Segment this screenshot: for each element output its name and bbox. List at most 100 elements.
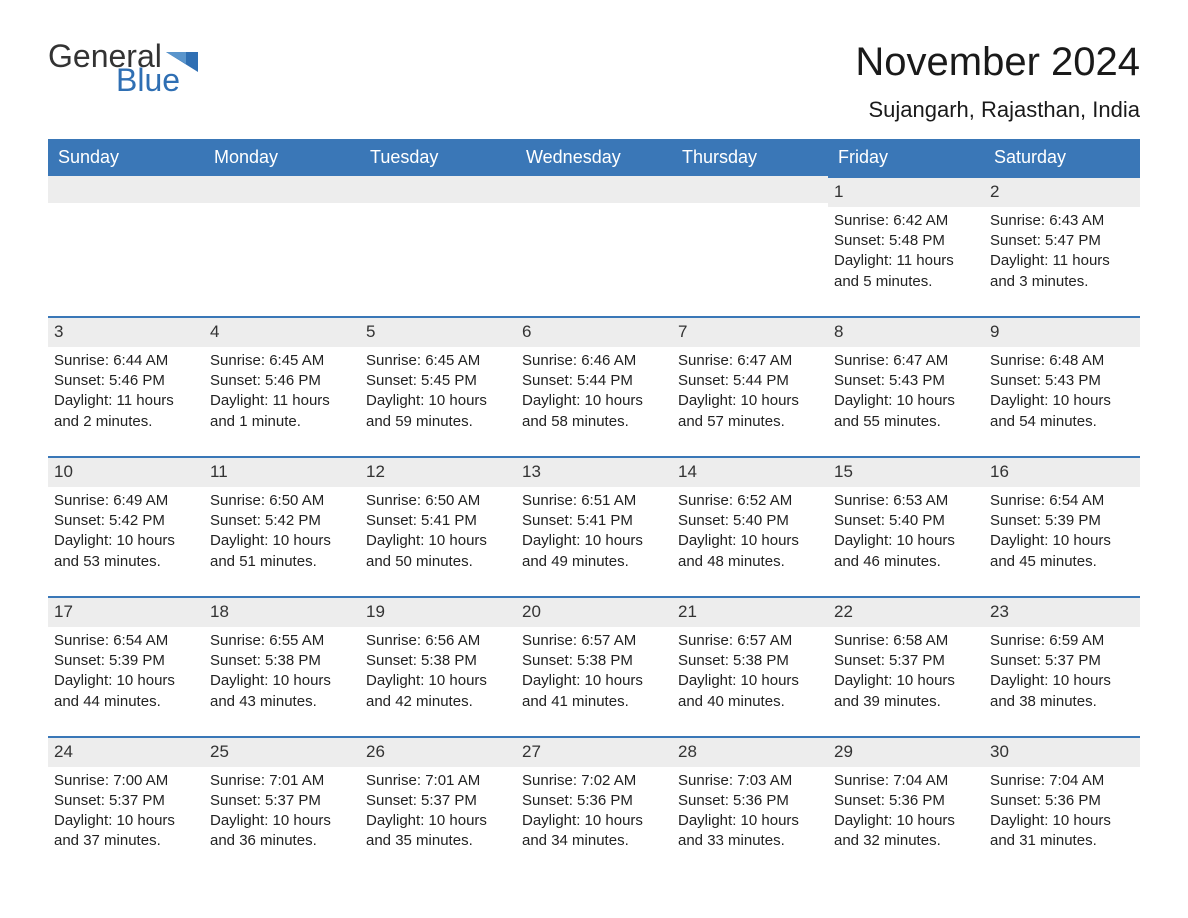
sunset-line: Sunset: 5:46 PM xyxy=(210,371,354,391)
sunset-line: Sunset: 5:48 PM xyxy=(834,231,978,251)
sunrise-line: Sunrise: 7:01 AM xyxy=(210,771,354,791)
daynum-bar: 13 xyxy=(516,456,672,487)
sunset-line: Sunset: 5:39 PM xyxy=(54,651,198,671)
sunrise-line: Sunrise: 6:50 AM xyxy=(210,491,354,511)
daynum-bar: 17 xyxy=(48,596,204,627)
sunrise-line: Sunrise: 6:54 AM xyxy=(54,631,198,651)
day-cell: 6Sunrise: 6:46 AMSunset: 5:44 PMDaylight… xyxy=(516,316,672,456)
sunset-line: Sunset: 5:37 PM xyxy=(210,791,354,811)
week-row: 1Sunrise: 6:42 AMSunset: 5:48 PMDaylight… xyxy=(48,176,1140,316)
daynum-bar: 26 xyxy=(360,736,516,767)
daynum-bar: 1 xyxy=(828,176,984,207)
daylight-line: Daylight: 10 hours and 40 minutes. xyxy=(678,671,822,712)
daylight-line: Daylight: 10 hours and 37 minutes. xyxy=(54,811,198,852)
sunset-line: Sunset: 5:37 PM xyxy=(990,651,1134,671)
daynum-bar: 19 xyxy=(360,596,516,627)
day-cell: 14Sunrise: 6:52 AMSunset: 5:40 PMDayligh… xyxy=(672,456,828,596)
dayhead-thu: Thursday xyxy=(672,139,828,176)
daylight-line: Daylight: 10 hours and 55 minutes. xyxy=(834,391,978,432)
sunrise-line: Sunrise: 6:59 AM xyxy=(990,631,1134,651)
week-row: 24Sunrise: 7:00 AMSunset: 5:37 PMDayligh… xyxy=(48,736,1140,876)
sunset-line: Sunset: 5:42 PM xyxy=(210,511,354,531)
daynum-bar: 20 xyxy=(516,596,672,627)
sunset-line: Sunset: 5:45 PM xyxy=(366,371,510,391)
daynum-bar-empty xyxy=(672,176,828,203)
daynum-bar-empty xyxy=(204,176,360,203)
daynum-bar: 4 xyxy=(204,316,360,347)
daynum-bar: 24 xyxy=(48,736,204,767)
sunset-line: Sunset: 5:47 PM xyxy=(990,231,1134,251)
daylight-line: Daylight: 10 hours and 59 minutes. xyxy=(366,391,510,432)
day-cell: 19Sunrise: 6:56 AMSunset: 5:38 PMDayligh… xyxy=(360,596,516,736)
daylight-line: Daylight: 10 hours and 31 minutes. xyxy=(990,811,1134,852)
daynum-bar: 6 xyxy=(516,316,672,347)
daynum-bar: 10 xyxy=(48,456,204,487)
sunset-line: Sunset: 5:38 PM xyxy=(366,651,510,671)
sunset-line: Sunset: 5:43 PM xyxy=(834,371,978,391)
day-cell: 18Sunrise: 6:55 AMSunset: 5:38 PMDayligh… xyxy=(204,596,360,736)
day-cell xyxy=(360,176,516,316)
day-cell: 9Sunrise: 6:48 AMSunset: 5:43 PMDaylight… xyxy=(984,316,1140,456)
day-cell: 16Sunrise: 6:54 AMSunset: 5:39 PMDayligh… xyxy=(984,456,1140,596)
dayhead-sun: Sunday xyxy=(48,139,204,176)
daynum-bar-empty xyxy=(516,176,672,203)
dayhead-sat: Saturday xyxy=(984,139,1140,176)
daynum-bar-empty xyxy=(360,176,516,203)
day-cell xyxy=(204,176,360,316)
daynum-bar-empty xyxy=(48,176,204,203)
sunset-line: Sunset: 5:38 PM xyxy=(678,651,822,671)
daylight-line: Daylight: 10 hours and 43 minutes. xyxy=(210,671,354,712)
daylight-line: Daylight: 10 hours and 54 minutes. xyxy=(990,391,1134,432)
daylight-line: Daylight: 10 hours and 53 minutes. xyxy=(54,531,198,572)
header: General Blue November 2024 Sujangarh, Ra… xyxy=(48,40,1140,133)
sunrise-line: Sunrise: 7:04 AM xyxy=(834,771,978,791)
daylight-line: Daylight: 10 hours and 35 minutes. xyxy=(366,811,510,852)
sunset-line: Sunset: 5:46 PM xyxy=(54,371,198,391)
sunrise-line: Sunrise: 7:03 AM xyxy=(678,771,822,791)
sunrise-line: Sunrise: 6:47 AM xyxy=(678,351,822,371)
daynum-bar: 5 xyxy=(360,316,516,347)
daynum-bar: 11 xyxy=(204,456,360,487)
daynum-bar: 12 xyxy=(360,456,516,487)
sunrise-line: Sunrise: 6:57 AM xyxy=(522,631,666,651)
day-cell: 17Sunrise: 6:54 AMSunset: 5:39 PMDayligh… xyxy=(48,596,204,736)
sunset-line: Sunset: 5:36 PM xyxy=(990,791,1134,811)
sunset-line: Sunset: 5:41 PM xyxy=(366,511,510,531)
daylight-line: Daylight: 10 hours and 45 minutes. xyxy=(990,531,1134,572)
sunset-line: Sunset: 5:44 PM xyxy=(522,371,666,391)
calendar-table: Sunday Monday Tuesday Wednesday Thursday… xyxy=(48,139,1140,876)
daylight-line: Daylight: 10 hours and 33 minutes. xyxy=(678,811,822,852)
sunrise-line: Sunrise: 7:04 AM xyxy=(990,771,1134,791)
day-header-row: Sunday Monday Tuesday Wednesday Thursday… xyxy=(48,139,1140,176)
month-title: November 2024 xyxy=(855,40,1140,85)
daynum-bar: 2 xyxy=(984,176,1140,207)
sunset-line: Sunset: 5:40 PM xyxy=(834,511,978,531)
dayhead-fri: Friday xyxy=(828,139,984,176)
day-cell: 10Sunrise: 6:49 AMSunset: 5:42 PMDayligh… xyxy=(48,456,204,596)
daynum-bar: 16 xyxy=(984,456,1140,487)
daynum-bar: 15 xyxy=(828,456,984,487)
daylight-line: Daylight: 10 hours and 38 minutes. xyxy=(990,671,1134,712)
daylight-line: Daylight: 10 hours and 48 minutes. xyxy=(678,531,822,572)
daynum-bar: 23 xyxy=(984,596,1140,627)
sunset-line: Sunset: 5:44 PM xyxy=(678,371,822,391)
sunrise-line: Sunrise: 6:54 AM xyxy=(990,491,1134,511)
daynum-bar: 3 xyxy=(48,316,204,347)
daylight-line: Daylight: 10 hours and 50 minutes. xyxy=(366,531,510,572)
sunset-line: Sunset: 5:36 PM xyxy=(834,791,978,811)
sunset-line: Sunset: 5:37 PM xyxy=(366,791,510,811)
dayhead-wed: Wednesday xyxy=(516,139,672,176)
day-cell: 28 Sunrise: 7:03 AMSunset: 5:36 PMDayligh… xyxy=(672,736,828,876)
week-row: 3Sunrise: 6:44 AMSunset: 5:46 PMDaylight… xyxy=(48,316,1140,456)
daynum-bar: 8 xyxy=(828,316,984,347)
daylight-line: Daylight: 10 hours and 41 minutes. xyxy=(522,671,666,712)
daynum-bar: 28 xyxy=(672,736,828,767)
daynum-bar: 14 xyxy=(672,456,828,487)
daynum-bar: 25 xyxy=(204,736,360,767)
daylight-line: Daylight: 11 hours and 2 minutes. xyxy=(54,391,198,432)
sunrise-line: Sunrise: 6:49 AM xyxy=(54,491,198,511)
daynum-bar: 7 xyxy=(672,316,828,347)
sunrise-line: Sunrise: 6:45 AM xyxy=(210,351,354,371)
sunset-line: Sunset: 5:36 PM xyxy=(678,791,822,811)
sunset-line: Sunset: 5:36 PM xyxy=(522,791,666,811)
